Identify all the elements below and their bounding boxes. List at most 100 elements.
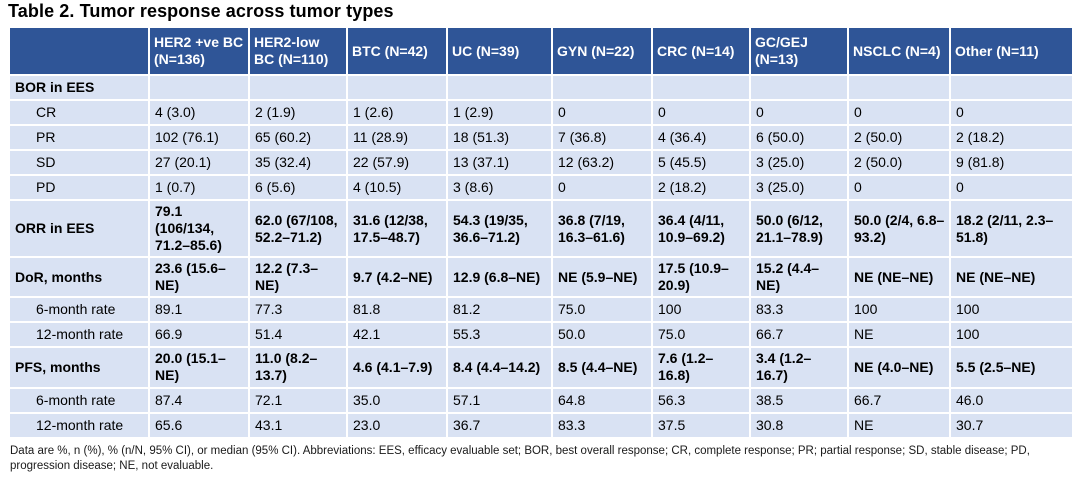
table-cell [551,74,653,101]
column-header: NSCLC (N=4) [847,26,951,76]
table-cell [749,74,849,101]
table-cell: 72.1 [248,386,348,414]
table-cell: 81.8 [346,296,448,324]
table-cell: 5 (45.5) [651,149,751,176]
table-cell: 0 [651,99,751,126]
tumor-response-table: HER2 +ve BC (N=136) HER2-low BC (N=110) BT… [8,26,1074,439]
table-cell: 54.3 (19/35, 36.6–71.2) [446,198,553,259]
table-cell: 20.0 (15.1–NE) [148,346,250,389]
table-cell: 7.6 (1.2–16.8) [651,346,751,389]
table-cell: 3 (25.0) [749,149,849,176]
table-cell: 7 (36.8) [551,124,653,151]
table-cell: 100 [847,296,951,324]
page: Table 2. Tumor response across tumor typ… [8,1,1074,473]
table-cell: 2 (50.0) [847,124,951,151]
table-cell: 43.1 [248,411,348,439]
table-cell: 37.5 [651,411,751,439]
table-footnote: Data are %, n (%), % (n/N, 95% CI), or m… [10,444,1030,473]
table-row: ORR in EES 79.1 (106/134, 71.2–85.6) 62.0 … [8,198,1074,259]
table-cell: 17.5 (10.9–20.9) [651,256,751,299]
table-cell [651,74,751,101]
table-cell: 23.0 [346,411,448,439]
table-body: BOR in EES CR 4 (3.0) 2 (1.9) 1 (2.6) 1 (2.9)… [8,74,1074,439]
column-header: GC/GEJ (N=13) [749,26,849,76]
table-cell: 30.7 [949,411,1074,439]
table-cell: 36.7 [446,411,553,439]
table-cell: 2 (18.2) [651,174,751,201]
table-cell: 31.6 (12/38, 17.5–48.7) [346,198,448,259]
table-cell: 0 [949,99,1074,126]
table-cell: NE (NE–NE) [949,256,1074,299]
table-cell [847,74,951,101]
table-cell: 66.7 [847,386,951,414]
table-cell: 0 [847,174,951,201]
table-cell: 57.1 [446,386,553,414]
table-row: 12-month rate 66.9 51.4 42.1 55.3 50.0 75.0 66.… [8,321,1074,349]
table-cell: 83.3 [749,296,849,324]
table-cell: 3.4 (1.2–16.7) [749,346,849,389]
table-cell: 50.0 [551,321,653,349]
row-label: 12-month rate [8,321,150,349]
table-cell: 12.9 (6.8–NE) [446,256,553,299]
column-header: HER2 +ve BC (N=136) [148,26,250,76]
table-cell: 18 (51.3) [446,124,553,151]
table-cell: 8.5 (4.4–NE) [551,346,653,389]
table-cell: NE (NE–NE) [847,256,951,299]
table-row: PFS, months 20.0 (15.1–NE) 11.0 (8.2–13.7)… [8,346,1074,389]
table-row: 6-month rate 89.1 77.3 81.8 81.2 75.0 100 83.3 1… [8,296,1074,324]
table-cell: 4 (10.5) [346,174,448,201]
table-cell: 77.3 [248,296,348,324]
table-cell: 3 (8.6) [446,174,553,201]
table-cell: NE (5.9–NE) [551,256,653,299]
table-row: PD 1 (0.7) 6 (5.6) 4 (10.5) 3 (8.6) 0 2 (18.2)… [8,174,1074,201]
table-row: 12-month rate 65.6 43.1 23.0 36.7 83.3 37.5 30.… [8,411,1074,439]
table-cell: 36.8 (7/19, 16.3–61.6) [551,198,653,259]
table-cell: 64.8 [551,386,653,414]
table-cell: 36.4 (4/11, 10.9–69.2) [651,198,751,259]
row-label: 6-month rate [8,386,150,414]
row-label: ORR in EES [8,198,150,259]
table-cell: 35.0 [346,386,448,414]
column-header: CRC (N=14) [651,26,751,76]
table-cell: 66.7 [749,321,849,349]
row-label: PR [8,124,150,151]
table-cell: 100 [949,321,1074,349]
table-row: 6-month rate 87.4 72.1 35.0 57.1 64.8 56.3 38.5… [8,386,1074,414]
table-cell: 0 [749,99,849,126]
table-cell: 18.2 (2/11, 2.3–51.8) [949,198,1074,259]
table-cell: 1 (0.7) [148,174,250,201]
table-cell: 81.2 [446,296,553,324]
table-cell: 11 (28.9) [346,124,448,151]
table-cell: 0 [847,99,951,126]
table-row: SD 27 (20.1) 35 (32.4) 22 (57.9) 13 (37.1) 12… [8,149,1074,176]
row-label: SD [8,149,150,176]
table-cell: 4 (3.0) [148,99,250,126]
table-cell: 66.9 [148,321,250,349]
table-cell [148,74,250,101]
table-cell [248,74,348,101]
table-cell: 87.4 [148,386,250,414]
column-header: UC (N=39) [446,26,553,76]
row-label: DoR, months [8,256,150,299]
table-cell: 50.0 (6/12, 21.1–78.9) [749,198,849,259]
table-cell: 4 (36.4) [651,124,751,151]
table-cell: 83.3 [551,411,653,439]
table-row: PR 102 (76.1) 65 (60.2) 11 (28.9) 18 (51.3) 7… [8,124,1074,151]
table-cell: 55.3 [446,321,553,349]
table-cell: 75.0 [651,321,751,349]
table-cell: 27 (20.1) [148,149,250,176]
table-cell: 2 (18.2) [949,124,1074,151]
table-row: CR 4 (3.0) 2 (1.9) 1 (2.6) 1 (2.9) 0 0 0 0 0 [8,99,1074,126]
table-cell: 22 (57.9) [346,149,448,176]
table-cell: 79.1 (106/134, 71.2–85.6) [148,198,250,259]
table-row: BOR in EES [8,74,1074,101]
table-cell: 62.0 (67/108, 52.2–71.2) [248,198,348,259]
table-cell: 50.0 (2/4, 6.8–93.2) [847,198,951,259]
row-label-column-header [8,26,150,76]
table-cell: 2 (1.9) [248,99,348,126]
table-cell: 12.2 (7.3–NE) [248,256,348,299]
table-cell: 6 (5.6) [248,174,348,201]
table-cell: 30.8 [749,411,849,439]
table-cell: 11.0 (8.2–13.7) [248,346,348,389]
table-cell: NE (4.0–NE) [847,346,951,389]
